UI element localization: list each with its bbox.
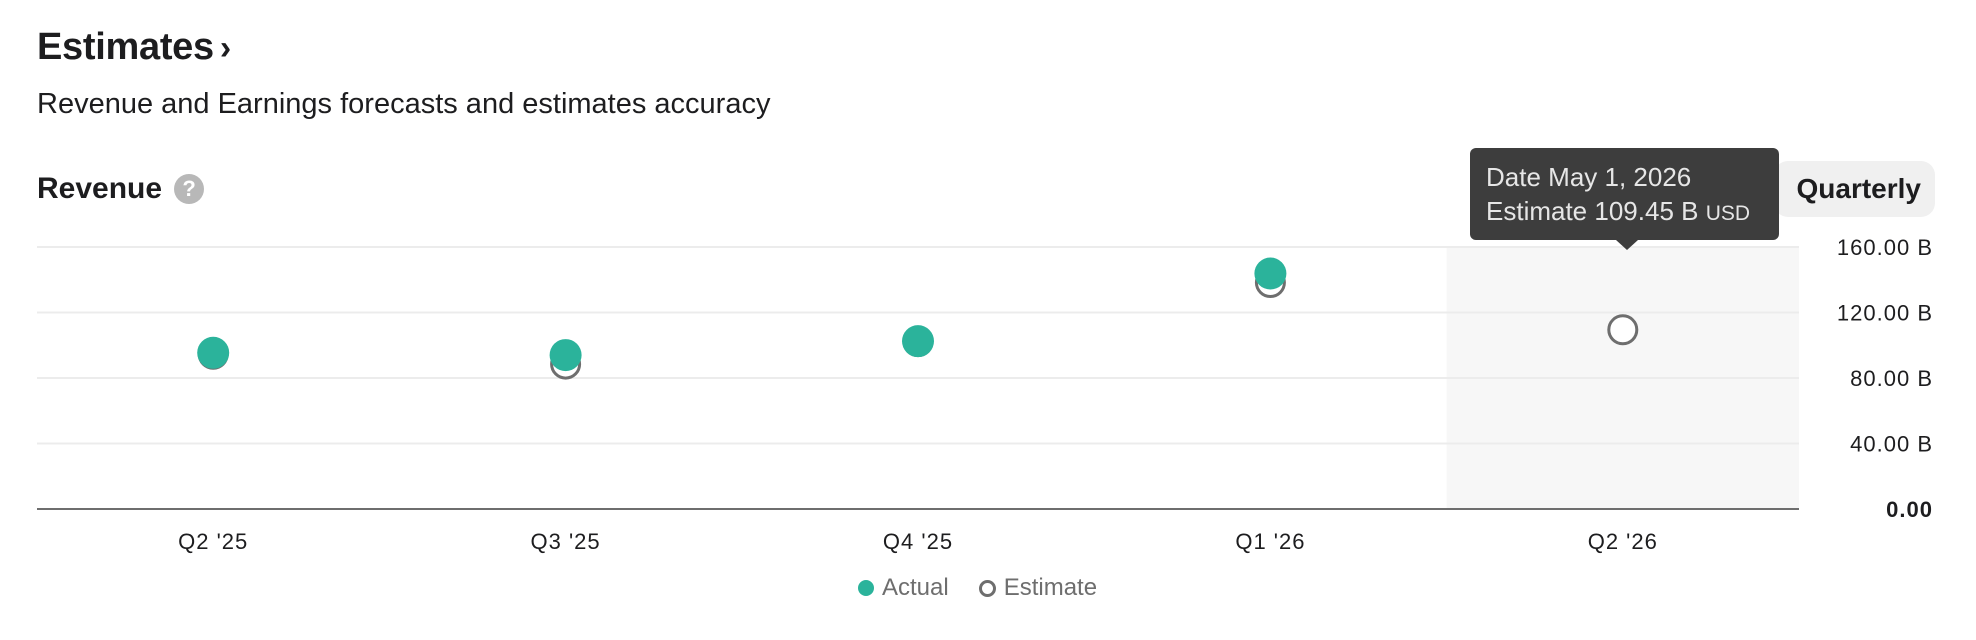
x-tick-label: Q1 '26	[1235, 529, 1305, 554]
x-tick-label: Q3 '25	[531, 529, 601, 554]
x-tick-label: Q2 '26	[1588, 529, 1658, 554]
y-tick-label: 80.00 B	[1850, 366, 1933, 391]
help-icon[interactable]: ?	[174, 174, 205, 204]
legend-actual-marker	[858, 580, 874, 596]
title-text: Estimates	[37, 26, 214, 68]
actual-point	[1254, 257, 1287, 290]
actual-point	[197, 336, 230, 369]
y-tick-label: 160.00 B	[1837, 235, 1933, 260]
legend-actual-label[interactable]: Actual	[882, 574, 949, 601]
section-title: Revenue	[37, 172, 163, 205]
actual-point	[549, 339, 582, 372]
tooltip-unit: USD	[1705, 202, 1751, 225]
section-header: Revenue ?	[37, 172, 205, 206]
legend-estimate-marker	[978, 579, 996, 597]
actual-point	[902, 325, 934, 358]
tooltip-value: 109.45 B	[1594, 196, 1699, 226]
tooltip-date-label: Date	[1486, 162, 1541, 192]
page-title[interactable]: Estimates ›	[37, 26, 231, 69]
y-tick-label: 0.00	[1886, 497, 1933, 522]
y-tick-label: 120.00 B	[1837, 301, 1933, 326]
chart-legend: Actual Estimate	[858, 574, 1097, 602]
x-tick-label: Q2 '25	[178, 529, 248, 554]
tooltip-date: May 1, 2026	[1548, 162, 1692, 192]
period-selector[interactable]: Quarterly	[1774, 161, 1935, 217]
legend-estimate-label[interactable]: Estimate	[1003, 574, 1098, 601]
chevron-right-icon: ›	[219, 29, 231, 67]
page-subtitle: Revenue and Earnings forecasts and estim…	[37, 88, 771, 120]
x-tick-label: Q4 '25	[883, 529, 953, 554]
y-tick-label: 40.00 B	[1850, 432, 1933, 457]
chart-tooltip: Date May 1, 2026 Estimate 109.45 B USD	[1470, 148, 1779, 250]
tooltip-estimate-label: Estimate	[1486, 196, 1588, 226]
estimate-point	[1607, 314, 1639, 346]
